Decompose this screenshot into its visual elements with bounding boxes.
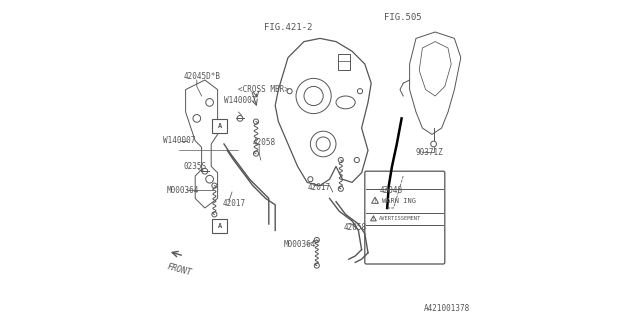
- Text: 42017: 42017: [223, 199, 246, 208]
- Text: 42017: 42017: [307, 183, 330, 192]
- FancyBboxPatch shape: [212, 119, 227, 133]
- Text: A: A: [218, 124, 221, 129]
- Text: FRONT: FRONT: [166, 262, 193, 277]
- Text: !: !: [372, 217, 375, 222]
- FancyBboxPatch shape: [365, 171, 445, 264]
- Text: 42048: 42048: [380, 186, 403, 195]
- Text: FIG.421-2: FIG.421-2: [264, 23, 312, 32]
- Text: <CROSS MBR>: <CROSS MBR>: [239, 85, 289, 94]
- Text: M000364: M000364: [283, 240, 316, 249]
- Text: A: A: [218, 223, 221, 228]
- Text: !: !: [373, 199, 377, 204]
- Text: W140007: W140007: [163, 136, 196, 145]
- Text: FIG.505: FIG.505: [385, 13, 422, 22]
- Text: A421001378: A421001378: [424, 304, 470, 313]
- Text: 42058: 42058: [253, 138, 276, 147]
- Text: W140007: W140007: [224, 96, 257, 105]
- Bar: [338, 54, 351, 70]
- Text: 42058: 42058: [344, 223, 367, 232]
- Text: WARN ING: WARN ING: [381, 198, 416, 204]
- Text: 90371Z: 90371Z: [416, 148, 444, 156]
- Text: M000364: M000364: [166, 186, 199, 195]
- FancyBboxPatch shape: [212, 219, 227, 233]
- Text: 42045D*B: 42045D*B: [184, 72, 221, 81]
- Text: AVERTISSEMENT: AVERTISSEMENT: [380, 216, 422, 221]
- Text: 0235S: 0235S: [184, 162, 207, 171]
